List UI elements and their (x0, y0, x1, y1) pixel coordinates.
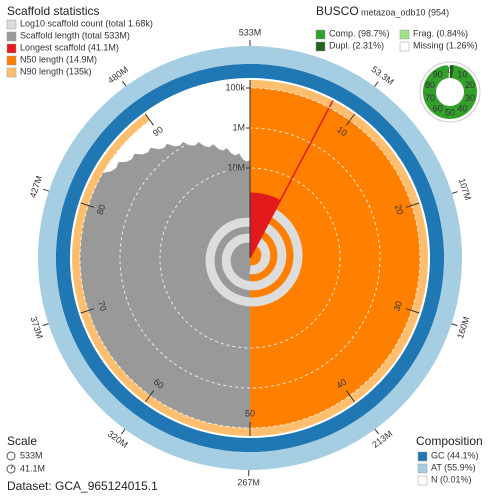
busco-tick-label: 50 (445, 107, 455, 117)
legend-swatch (6, 31, 17, 42)
composition-swatch (417, 463, 428, 474)
longest-line (249, 100, 334, 259)
longest-scaffold (250, 192, 281, 258)
percent-tick-label: 70 (96, 300, 109, 313)
composition-title: Composition (416, 434, 483, 448)
percent-tick (345, 113, 356, 126)
busco-swatch (315, 41, 326, 52)
busco-duplicated (450, 65, 454, 79)
n50-sector (250, 88, 420, 428)
legend-label: Scaffold length (total 533M) (20, 30, 130, 40)
legend-label: Log10 scaffold count (total 1.68k) (20, 18, 153, 28)
busco-tick-label: 70 (425, 93, 435, 103)
outer-tick-label: 267M (237, 477, 260, 487)
title: Scaffold statistics (7, 4, 99, 18)
outer-tick (42, 323, 49, 327)
radial-tick-label: 1M (232, 122, 245, 132)
scale-icon (10, 464, 14, 470)
busco-tick-label: 30 (465, 93, 475, 103)
legend-label: Longest scaffold (41.1M) (20, 42, 119, 52)
percent-tick-label: 40 (334, 377, 348, 391)
busco-swatch (399, 29, 410, 40)
percent-tick-label: 80 (95, 203, 108, 216)
outer-tick (451, 191, 458, 194)
busco-title: BUSCO (316, 4, 359, 18)
percent-tick-label: 10 (335, 124, 349, 138)
scale-label: 41.1M (20, 463, 45, 473)
busco-missing (449, 65, 450, 79)
percent-tick-label: 60 (152, 377, 166, 391)
dataset: Dataset: GCA_965124015.1 (7, 479, 158, 493)
percent-tick-label: 20 (393, 203, 406, 216)
scale-icon (6, 451, 16, 461)
busco-tick-label: 0 (447, 65, 452, 75)
outer-tick (451, 323, 458, 327)
busco-fragmented (447, 65, 450, 79)
busco-label: Comp. (98.7%) (329, 28, 390, 38)
composition-label: AT (55.9%) (431, 462, 476, 472)
percent-tick (405, 308, 420, 314)
outer-tick (122, 80, 127, 87)
scale-title: Scale (7, 434, 37, 448)
outer-tick-label: 107M (457, 177, 473, 201)
legend-swatch (6, 67, 17, 78)
legend-label: N50 length (14.9M) (20, 54, 97, 64)
busco-complete (423, 65, 477, 119)
percent-tick-label: 90 (151, 124, 165, 138)
outer-tick (121, 428, 126, 435)
legend-swatch (6, 55, 17, 66)
busco-tick-label: 60 (433, 103, 443, 113)
radial-grid (159, 167, 341, 349)
outer-tick (374, 81, 379, 87)
legend-label: N90 length (135k) (20, 66, 92, 76)
composition-label: N (0.01%) (431, 474, 472, 484)
outer-tick (374, 428, 379, 435)
composition-label: GC (44.1%) (431, 450, 479, 460)
legend-swatch (6, 43, 17, 54)
outer-tick-label: 213M (370, 429, 394, 450)
busco-swatch (399, 41, 410, 52)
busco-tick-label: 20 (465, 80, 475, 90)
composition-swatch (417, 451, 428, 462)
outer-tick-label: 533M (239, 27, 262, 37)
percent-tick-label: 30 (391, 300, 404, 313)
busco-label: Dupl. (2.31%) (329, 40, 384, 50)
percent-tick-label: 50 (245, 408, 255, 418)
percent-tick (345, 390, 356, 403)
scale-label: 533M (20, 450, 43, 460)
outer-tick-label: 53.3M (370, 64, 396, 87)
percent-tick (80, 202, 95, 208)
scale-icon (6, 464, 16, 474)
outer-tick-label: 373M (28, 315, 44, 340)
percent-tick (144, 113, 155, 126)
outer-tick-label: 160M (455, 315, 471, 340)
outer-tick (42, 188, 50, 192)
busco-tick-label: 90 (433, 69, 443, 79)
busco-tick-label: 10 (457, 69, 467, 79)
busco-label: Frag. (0.84%) (413, 28, 468, 38)
outer-tick-label: 480M (106, 64, 130, 85)
busco-swatch (315, 29, 326, 40)
percent-tick (144, 390, 155, 403)
scaffold-length-area (80, 141, 250, 429)
percent-tick (80, 308, 95, 314)
busco-lineage: metazoa_odb10 (954) (361, 7, 449, 17)
outer-tick-label: 320M (106, 429, 130, 450)
busco-tick-label: 40 (457, 103, 467, 113)
busco-tick-label: 80 (425, 80, 435, 90)
busco-label: Missing (1.26%) (413, 40, 478, 50)
outer-tick-label: 427M (28, 175, 45, 200)
radial-tick-label: 10M (227, 162, 245, 172)
radial-tick-label: 100k (225, 82, 245, 92)
percent-tick (405, 202, 420, 208)
legend-swatch (6, 19, 17, 30)
composition-swatch (417, 475, 428, 486)
